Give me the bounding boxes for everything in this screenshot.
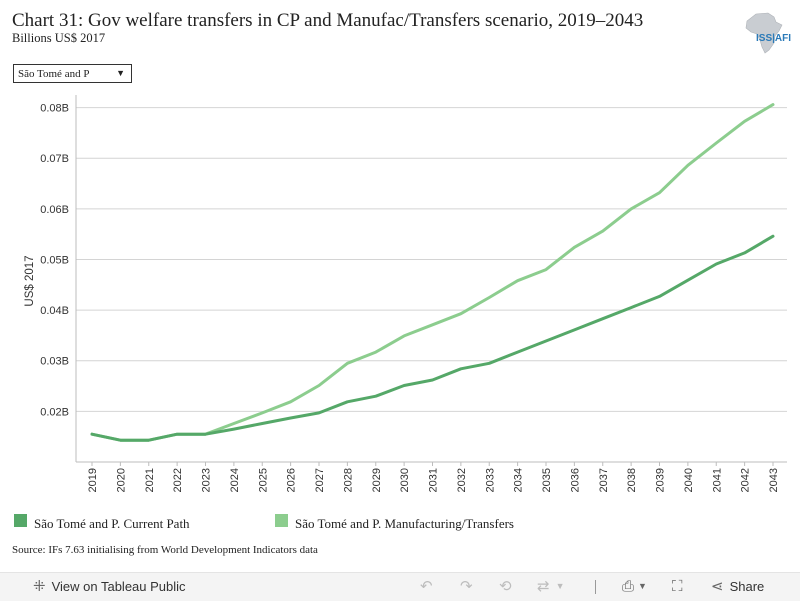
redo-button[interactable]: ↷ xyxy=(460,579,473,594)
share-label: Share xyxy=(729,579,765,594)
y-tick-label: 0.08B xyxy=(40,103,69,115)
line-chart: 0.02B 0.03B 0.04B 0.05B 0.06B 0.07B 0.08B 2019 2… xyxy=(24,95,787,493)
revert-button[interactable]: ⟲ xyxy=(499,579,512,594)
share-button[interactable]: ⋖ Share xyxy=(711,579,764,594)
grid-lines xyxy=(76,107,787,412)
x-tick-label: 2019 xyxy=(87,468,99,492)
refresh-chevron-down-icon: ▼ xyxy=(555,581,565,591)
download-icon: ⎙ xyxy=(622,578,635,595)
x-tick-label: 2028 xyxy=(342,468,354,492)
dropdown-selected-value: São Tomé and P xyxy=(18,68,90,80)
x-tick-label: 2031 xyxy=(428,468,440,492)
source-note: Source: IFs 7.63 initialising from World… xyxy=(12,544,318,556)
x-tick-label: 2020 xyxy=(115,468,127,492)
x-tick-label: 2041 xyxy=(711,468,723,492)
share-icon: ⋖ xyxy=(711,578,724,595)
x-tick-label: 2038 xyxy=(626,468,638,492)
legend-label-current-path: São Tomé and P. Current Path xyxy=(34,516,190,531)
download-button[interactable]: ⎙ ▼ xyxy=(622,579,647,594)
y-tick-label: 0.03B xyxy=(40,356,69,368)
series-line-manufacturing-transfers[interactable] xyxy=(90,103,775,442)
x-tick-label: 2024 xyxy=(229,468,241,492)
legend-label-manufacturing-transfers: São Tomé and P. Manufacturing/Transfers xyxy=(295,516,514,531)
x-tick-label: 2022 xyxy=(172,468,184,492)
y-tick-label: 0.02B xyxy=(40,406,69,418)
x-tick-label: 2032 xyxy=(456,468,468,492)
tick-labels: 0.02B 0.03B 0.04B 0.05B 0.06B 0.07B 0.08B 2019 2… xyxy=(40,103,780,493)
y-tick-label: 0.06B xyxy=(40,204,69,216)
view-on-tableau-label: View on Tableau Public xyxy=(51,579,186,594)
x-tick-label: 2035 xyxy=(541,468,553,492)
x-tick-label: 2039 xyxy=(655,468,667,492)
revert-icon: ⟲ xyxy=(499,578,512,595)
x-tick-label: 2042 xyxy=(740,468,752,492)
x-tick-label: 2027 xyxy=(314,468,326,492)
x-tick-label: 2043 xyxy=(768,468,780,492)
dropdown-triangle-icon: ▼ xyxy=(116,68,125,78)
toolbar-divider xyxy=(595,580,596,594)
y-tick-label: 0.05B xyxy=(40,254,69,266)
y-tick-label: 0.04B xyxy=(40,305,69,317)
axes xyxy=(75,95,787,466)
undo-icon: ↶ xyxy=(420,578,433,595)
y-tick-label: 0.07B xyxy=(40,153,69,165)
x-tick-label: 2030 xyxy=(399,468,411,492)
country-filter-dropdown[interactable]: São Tomé and P ▼ xyxy=(13,64,132,83)
series-line-current-path[interactable] xyxy=(90,234,775,442)
x-tick-label: 2034 xyxy=(513,468,525,492)
fullscreen-button[interactable]: ⛶ xyxy=(672,579,683,594)
x-tick-label: 2033 xyxy=(484,468,496,492)
legend-swatch-current-path xyxy=(14,514,27,527)
y-axis-title: US$ 2017 xyxy=(24,255,36,306)
view-on-tableau-button[interactable]: ⁜ View on Tableau Public xyxy=(33,579,186,594)
x-tick-label: 2029 xyxy=(371,468,383,492)
x-tick-label: 2036 xyxy=(569,468,581,492)
redo-icon: ↷ xyxy=(460,578,473,595)
x-tick-label: 2037 xyxy=(598,468,610,492)
x-tick-label: 2026 xyxy=(286,468,298,492)
x-tick-label: 2021 xyxy=(144,468,156,492)
refresh-icon: ⇄ xyxy=(537,578,550,595)
africa-map-logo-icon xyxy=(745,12,783,54)
x-tick-label: 2040 xyxy=(683,468,695,492)
refresh-button[interactable]: ⇄ ▼ xyxy=(537,579,565,594)
undo-button[interactable]: ↶ xyxy=(420,579,433,594)
series-lines xyxy=(90,103,775,442)
logo-text: ISS|AFI xyxy=(756,33,792,44)
chart-title: Chart 31: Gov welfare transfers in CP an… xyxy=(12,10,644,31)
tableau-toolbar: ⁜ View on Tableau Public ↶ ↷ ⟲ ⇄ ▼ ⎙ ▼ ⛶… xyxy=(0,572,800,601)
x-tick-label: 2025 xyxy=(257,468,269,492)
download-chevron-down-icon: ▼ xyxy=(638,581,647,591)
x-tick-label: 2023 xyxy=(201,468,213,492)
fullscreen-icon: ⛶ xyxy=(672,578,683,595)
tableau-icon: ⁜ xyxy=(33,578,46,595)
legend-swatch-manufacturing-transfers xyxy=(275,514,288,527)
chart-subtitle: Billions US$ 2017 xyxy=(12,31,106,45)
